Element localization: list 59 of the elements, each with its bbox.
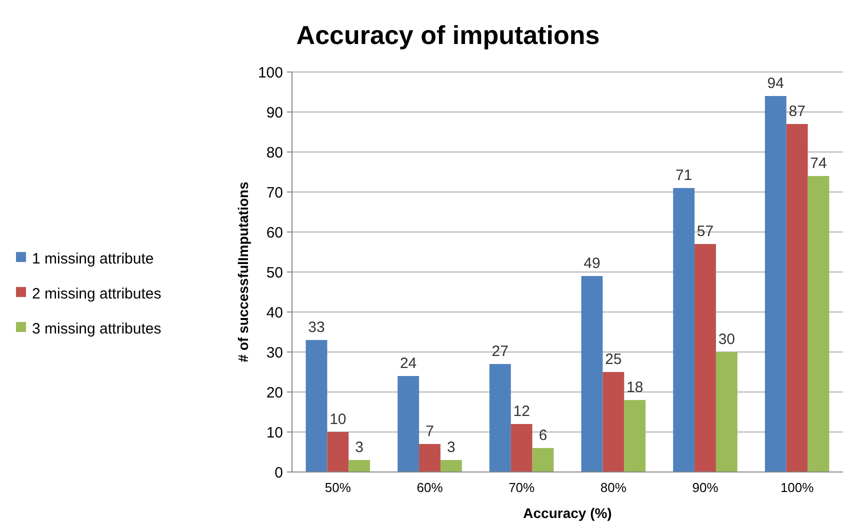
data-label: 25 bbox=[605, 351, 622, 368]
x-tick-label: 80% bbox=[600, 480, 627, 495]
data-label: 18 bbox=[626, 379, 644, 396]
data-label: 74 bbox=[810, 155, 827, 172]
bar bbox=[808, 176, 830, 472]
x-tick-label: 70% bbox=[508, 480, 536, 495]
data-label: 71 bbox=[675, 167, 692, 184]
x-tick-label: 90% bbox=[692, 480, 719, 495]
x-axis-title: Accuracy (%) bbox=[523, 505, 612, 521]
data-label: 30 bbox=[718, 331, 736, 348]
bar bbox=[673, 188, 695, 472]
y-axis-title: # of successfulImputations bbox=[235, 182, 251, 362]
data-label: 3 bbox=[447, 439, 456, 456]
legend-label: 3 missing attributes bbox=[32, 320, 162, 338]
bar bbox=[306, 340, 328, 472]
data-label: 49 bbox=[584, 255, 600, 272]
bar bbox=[602, 372, 624, 472]
data-label: 24 bbox=[400, 355, 417, 372]
y-tick-label: 100 bbox=[258, 64, 283, 82]
bar bbox=[716, 352, 738, 472]
bar bbox=[419, 444, 440, 472]
chart-title: Accuracy of imputations bbox=[296, 20, 600, 50]
y-tick-label: 50 bbox=[266, 264, 283, 282]
data-label: 27 bbox=[492, 343, 508, 360]
legend-label: 2 missing attributes bbox=[32, 285, 162, 302]
bar bbox=[489, 364, 511, 472]
data-label: 94 bbox=[767, 75, 784, 92]
y-tick-label: 60 bbox=[266, 224, 283, 242]
y-tick-label: 20 bbox=[266, 384, 283, 402]
y-tick-label: 30 bbox=[266, 344, 283, 362]
bar bbox=[440, 460, 462, 472]
bar bbox=[786, 124, 808, 472]
data-label: 87 bbox=[788, 103, 806, 120]
data-label: 3 bbox=[355, 439, 364, 456]
data-label: 33 bbox=[308, 319, 325, 336]
data-label: 10 bbox=[330, 411, 346, 428]
bar bbox=[764, 96, 786, 472]
bar bbox=[581, 276, 603, 472]
bar bbox=[327, 432, 349, 472]
x-tick-label: 100% bbox=[780, 480, 814, 495]
y-tick-label: 90 bbox=[266, 104, 283, 122]
x-tick-label: 50% bbox=[324, 480, 352, 495]
y-tick-label: 10 bbox=[266, 424, 283, 442]
x-tick-label: 60% bbox=[416, 480, 444, 495]
bar bbox=[348, 460, 370, 472]
y-tick-label: 70 bbox=[266, 184, 283, 202]
data-label: 12 bbox=[513, 403, 530, 420]
bar bbox=[624, 400, 646, 472]
data-label: 7 bbox=[426, 423, 434, 440]
legend-label: 1 missing attribute bbox=[32, 250, 154, 268]
y-tick-label: 80 bbox=[266, 144, 283, 162]
bar bbox=[694, 244, 716, 472]
bar bbox=[532, 448, 554, 472]
bar bbox=[510, 424, 532, 472]
y-tick-label: 40 bbox=[266, 304, 283, 322]
data-label: 6 bbox=[538, 427, 548, 444]
bar bbox=[398, 376, 420, 472]
y-tick-label: 0 bbox=[274, 464, 283, 482]
data-label: 57 bbox=[696, 223, 714, 240]
